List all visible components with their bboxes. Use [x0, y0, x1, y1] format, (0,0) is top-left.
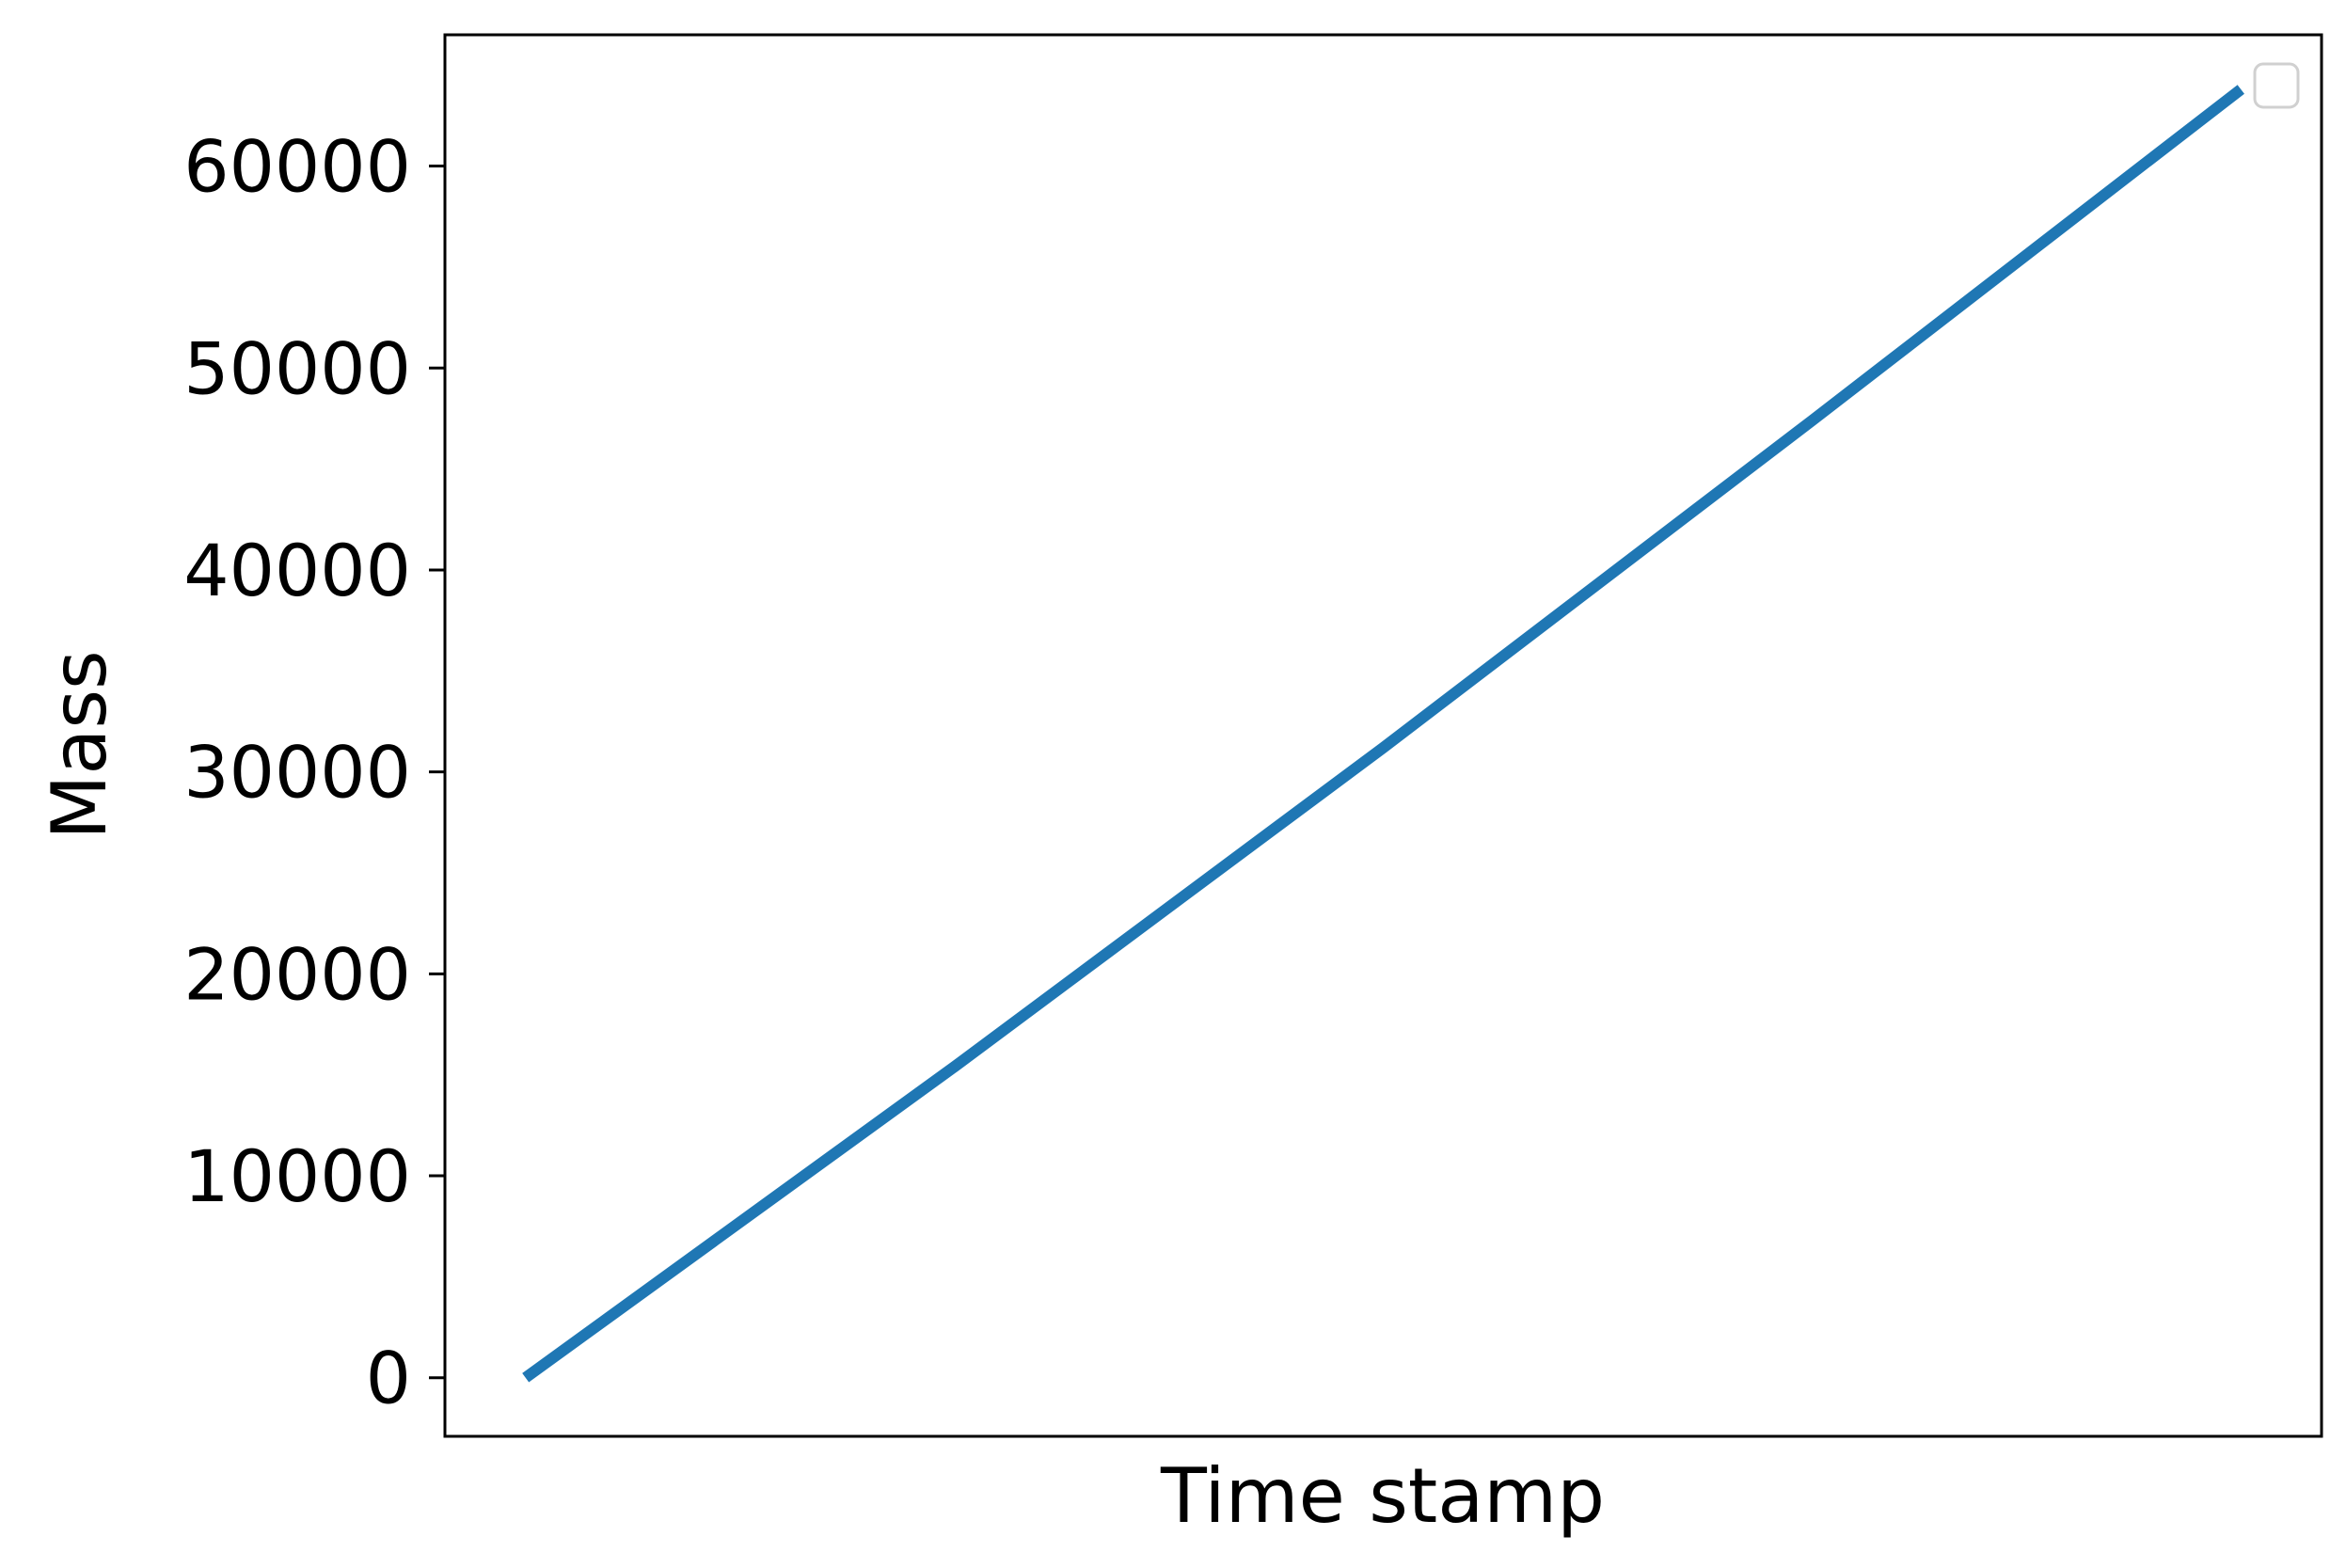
series-layer: [522, 85, 2244, 1383]
y-tick-label: 60000: [183, 125, 411, 209]
y-tick-label: 0: [366, 1337, 411, 1420]
x-axis-label: Time stamp: [1160, 1452, 1605, 1540]
y-tick-label: 50000: [183, 326, 411, 410]
legend-box: [2253, 62, 2300, 109]
y-axis-ticks: 0 10000 20000 30000 40000 50000 60000: [183, 125, 445, 1420]
plot-area-frame: [443, 33, 2323, 1438]
legend: [2253, 62, 2300, 109]
y-tick-label: 30000: [183, 731, 411, 815]
y-axis-label: Mass: [36, 650, 123, 839]
y-tick-label: 40000: [183, 529, 411, 612]
y-tick-label: 10000: [183, 1134, 411, 1218]
y-tick-label: 20000: [183, 932, 411, 1016]
series-line-0: [522, 85, 2244, 1383]
